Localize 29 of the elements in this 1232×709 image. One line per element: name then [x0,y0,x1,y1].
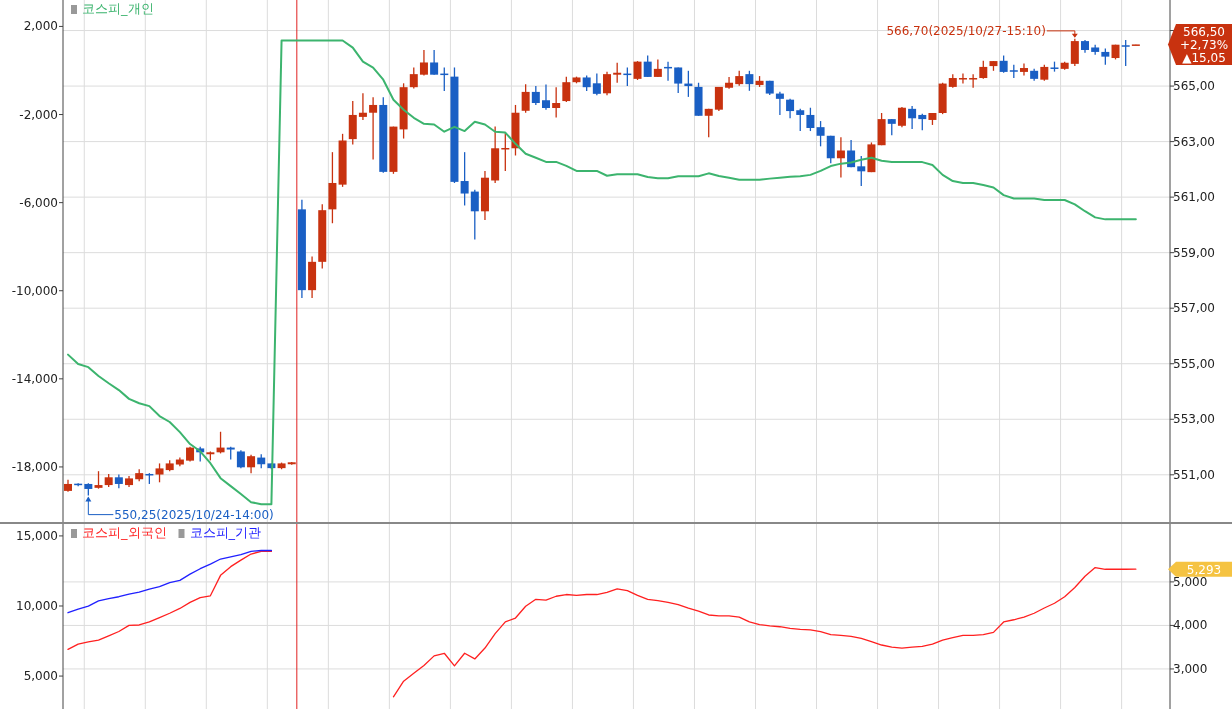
y-tick-label: 15,000 [16,528,58,543]
annotation: 566,70(2025/10/27-15:10) [886,23,1046,38]
y-tick-label: -18,000 [11,459,58,474]
y2-tick-label: 551,00 [1173,467,1215,482]
y-tick-label: 2,000 [23,19,58,34]
y2-tick-label: 553,00 [1173,412,1215,427]
y-tick-label: 5,000 [23,669,58,684]
y2-tick-label: 565,00 [1173,79,1215,94]
y-tick-label: -10,000 [11,283,58,298]
text: ▲15,05 [1182,50,1226,65]
y-tick-label: 10,000 [16,598,58,613]
y-tick-label: -2,000 [19,107,58,122]
y2-tick-label: 563,00 [1173,134,1215,149]
y2-tick-label: 555,00 [1173,356,1215,371]
y2-tick-label: 5,000 [1173,574,1208,589]
text: 코스피_외국인 [82,525,167,540]
y2-tick-label: 559,00 [1173,245,1215,260]
text: 5,293 [1186,562,1222,577]
y-tick-label: -14,000 [11,371,58,386]
y2-tick-label: 557,00 [1173,301,1215,316]
y2-tick-label: 561,00 [1173,190,1215,205]
y2-tick-label: 3,000 [1173,661,1208,676]
text: 566,50 [1183,24,1225,39]
annotation: 550,25(2025/10/24-14:00) [114,507,274,522]
y2-tick-label: 4,000 [1173,618,1208,633]
y-tick-label: -6,000 [19,195,58,210]
text: 코스피_개인 [82,1,154,16]
series-label: 코스피_기관 [189,525,261,540]
text: +2,73% [1179,37,1229,52]
